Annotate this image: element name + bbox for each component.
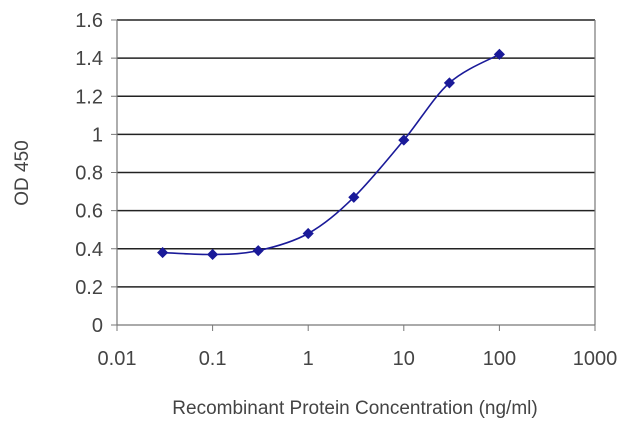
y-tick-label: 1.2 xyxy=(75,86,103,108)
y-tick-label: 1 xyxy=(92,124,103,146)
data-point xyxy=(443,77,455,89)
y-tick-label: 0.2 xyxy=(75,277,103,299)
x-tick-label: 100 xyxy=(483,348,516,370)
x-tick-label: 1000 xyxy=(573,348,618,370)
data-point xyxy=(348,191,360,203)
data-point xyxy=(157,246,169,259)
data-point xyxy=(398,134,410,146)
x-tick-label: 0.1 xyxy=(199,348,227,370)
series-fit-curve xyxy=(162,53,500,256)
x-axis-ticks: 0.01 0.1 1 10 100 1000 xyxy=(98,325,618,370)
data-point xyxy=(302,227,314,240)
x-axis-title: Recombinant Protein Concentration (ng/ml… xyxy=(172,398,537,419)
y-tick-label: 0.8 xyxy=(75,163,103,185)
x-tick-label: 1 xyxy=(303,348,314,370)
x-tick-label: 0.01 xyxy=(98,348,137,370)
y-tick-label: 0.6 xyxy=(75,201,103,223)
x-tick-label: 10 xyxy=(393,348,415,370)
y-tick-label: 0 xyxy=(92,315,103,337)
y-axis-title: OD 450 xyxy=(12,140,33,205)
data-point xyxy=(493,48,505,60)
gridlines xyxy=(117,19,595,288)
y-tick-label: 1.4 xyxy=(75,48,103,70)
data-point xyxy=(207,248,219,261)
y-tick-label: 0.4 xyxy=(75,239,103,261)
series-points xyxy=(157,48,505,261)
data-point xyxy=(252,245,264,257)
y-axis-ticks: 0 0.2 0.4 0.6 0.8 1 1.2 1.4 1.6 xyxy=(75,10,117,337)
y-tick-label: 1.6 xyxy=(75,10,103,32)
